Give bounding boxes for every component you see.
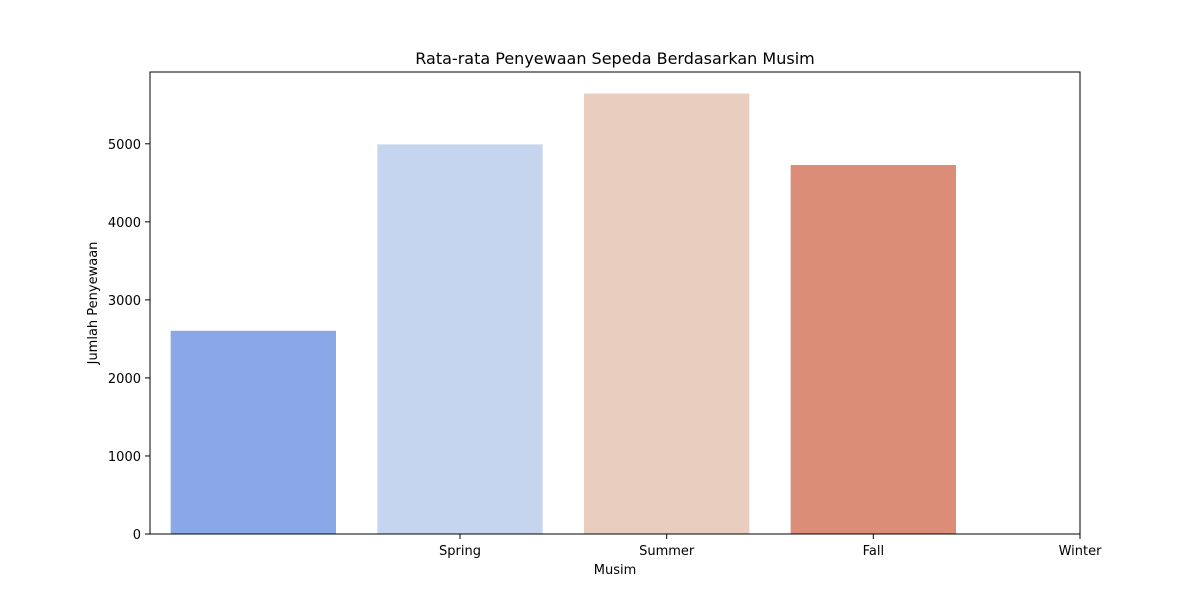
y-tick-label: 3000 bbox=[108, 294, 141, 309]
y-tick-label: 4000 bbox=[108, 216, 141, 231]
x-tick-label: Summer bbox=[639, 544, 695, 559]
bar bbox=[790, 165, 956, 534]
bar bbox=[377, 144, 543, 534]
x-tick-label: Spring bbox=[439, 544, 481, 559]
bar bbox=[170, 330, 336, 534]
y-axis-ticks: 0 1000 2000 3000 4000 5000 bbox=[108, 138, 150, 543]
y-tick-label: 5000 bbox=[108, 138, 141, 153]
bar bbox=[584, 93, 750, 535]
y-tick-label: 2000 bbox=[108, 372, 141, 387]
y-tick-label: 0 bbox=[133, 528, 141, 543]
x-tick-label: Winter bbox=[1059, 544, 1103, 559]
axes-frame bbox=[149, 71, 1081, 535]
y-tick-label: 1000 bbox=[108, 450, 141, 465]
y-axis-label: Jumlah Penyewaan bbox=[86, 242, 101, 366]
x-axis-ticks: Spring Summer Fall Winter bbox=[439, 534, 1102, 559]
chart-title: Rata-rata Penyewaan Sepeda Berdasarkan M… bbox=[415, 49, 814, 68]
x-tick-label: Fall bbox=[863, 544, 884, 559]
x-axis-label: Musim bbox=[594, 563, 637, 578]
bars bbox=[170, 93, 956, 535]
